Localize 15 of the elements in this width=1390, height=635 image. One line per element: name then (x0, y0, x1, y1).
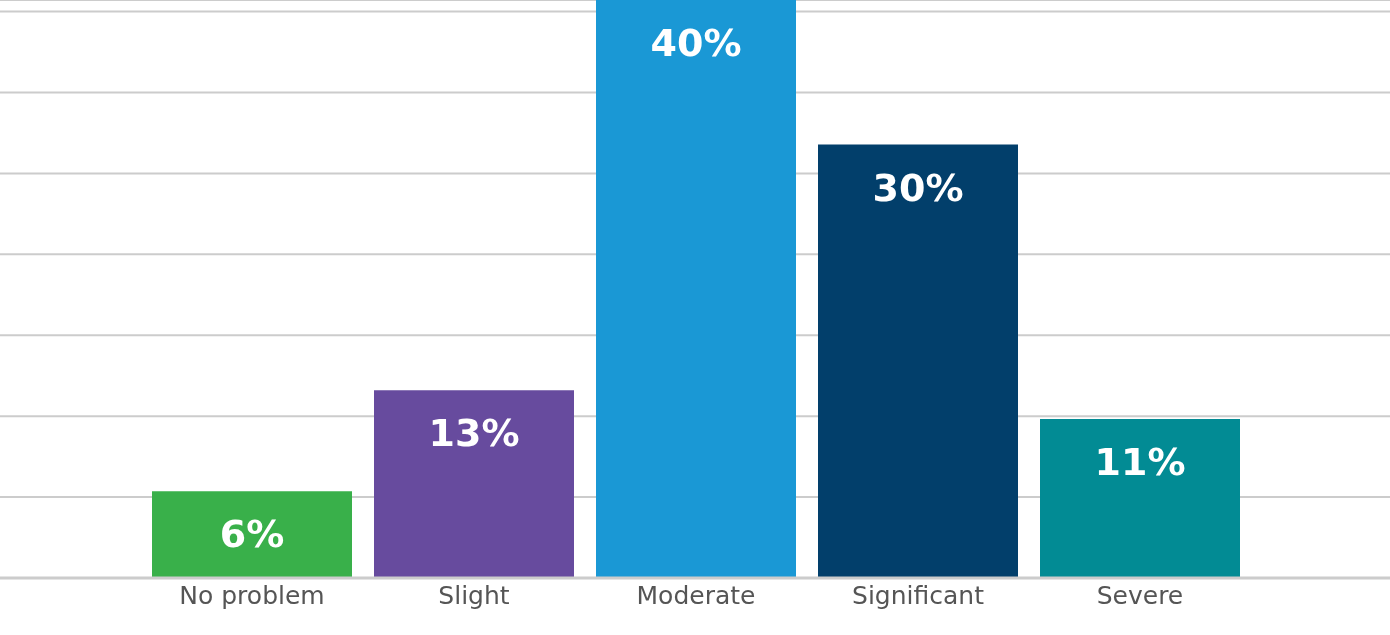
data-label: 11% (1094, 440, 1186, 485)
x-tick-label: Significant (852, 580, 985, 610)
data-label: 6% (219, 512, 285, 557)
bar (596, 0, 796, 578)
bar (374, 390, 574, 578)
data-label: 30% (872, 165, 964, 210)
x-tick-label: Severe (1096, 580, 1184, 610)
bar (152, 491, 352, 578)
x-tick-label: Slight (438, 580, 510, 610)
data-label: 40% (650, 21, 742, 65)
bar (1040, 419, 1240, 578)
data-label: 13% (428, 411, 520, 456)
bar (818, 144, 1018, 578)
x-tick-label: No problem (179, 580, 325, 610)
x-tick-label: Moderate (636, 580, 756, 610)
